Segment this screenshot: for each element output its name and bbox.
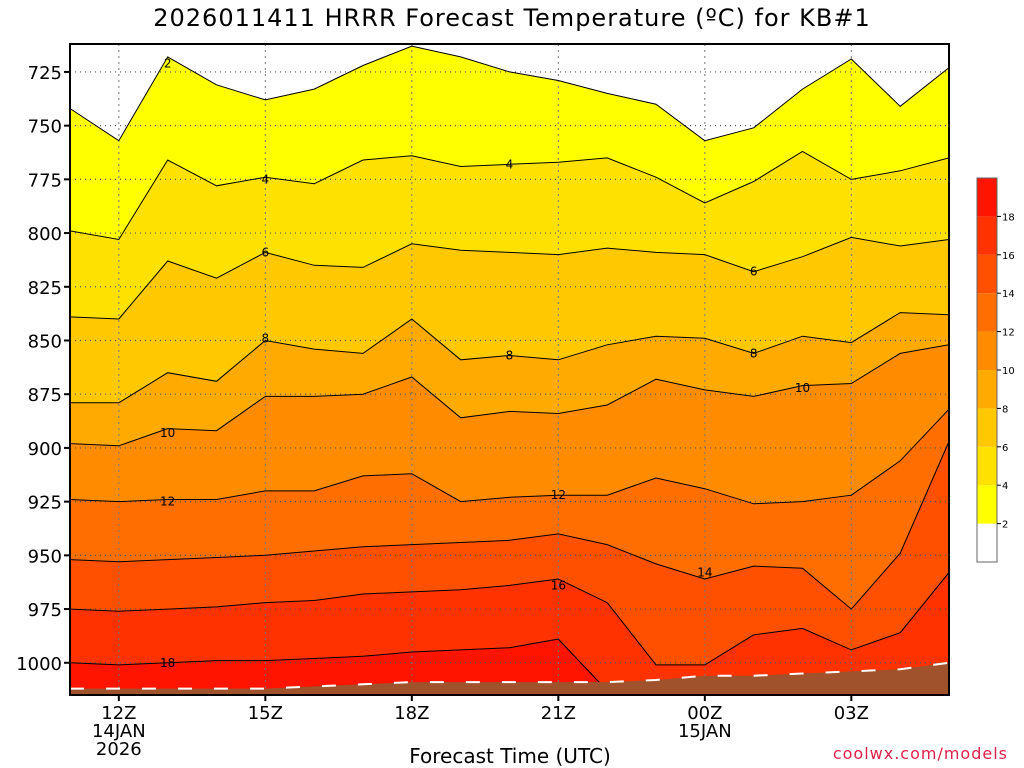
y-tick-label-800: 800 xyxy=(28,224,62,245)
contour-label-6-3: 6 xyxy=(262,245,270,259)
colorbar: 2 4 6 8 10 12 14 16 18 xyxy=(976,177,1015,563)
x-tick-label-18Z: 18Z xyxy=(394,703,429,724)
contour-label-8-5: 8 xyxy=(262,331,270,345)
colorbar-swatch-3 xyxy=(977,408,997,447)
x-tick-sub-00Z-0: 15JAN xyxy=(678,721,732,742)
contour-labels: 2 4 4 6 6 8 8 8 10 10 12 12 14 16 18 xyxy=(160,56,810,669)
y-tick-label-850: 850 xyxy=(28,331,62,352)
y-axis: 725 750 775 800 825 850 875 900 925 950 975 1000 xyxy=(16,63,70,675)
contour-line-4 xyxy=(69,150,950,241)
colorbar-tick-label-10: 10 xyxy=(1002,366,1015,377)
contour-label-8-7: 8 xyxy=(750,346,758,360)
contour-line-14 xyxy=(69,441,950,610)
colorbar-swatch-4 xyxy=(977,370,997,409)
ground-layer xyxy=(70,661,950,695)
colorbar-tick-label-2: 2 xyxy=(1002,520,1008,531)
y-tick-label-725: 725 xyxy=(28,63,62,84)
y-tick-label-900: 900 xyxy=(28,439,62,460)
y-tick-label-875: 875 xyxy=(28,385,62,406)
y-tick-label-775: 775 xyxy=(28,170,62,191)
y-tick-label-1000: 1000 xyxy=(16,654,62,675)
grid-lines xyxy=(70,44,949,695)
y-tick-label-950: 950 xyxy=(28,546,62,567)
y-tick-label-825: 825 xyxy=(28,278,62,299)
colorbar-swatch-8 xyxy=(977,216,997,255)
contour-label-2-0: 2 xyxy=(164,56,172,70)
colorbar-tick-label-14: 14 xyxy=(1002,289,1015,300)
y-tick-label-750: 750 xyxy=(28,117,62,138)
contour-label-8-6: 8 xyxy=(506,349,514,363)
x-tick-sub-12Z-0: 14JAN xyxy=(92,721,146,742)
surface-line xyxy=(70,661,950,690)
x-tick-label-00Z: 00Z xyxy=(687,703,722,724)
colorbar-swatch-9 xyxy=(977,178,997,217)
contour-label-10-9: 10 xyxy=(795,381,810,395)
x-tick-label-15Z: 15Z xyxy=(248,703,283,724)
colorbar-tick-label-16: 16 xyxy=(1002,251,1015,262)
contour-line-2 xyxy=(69,45,950,142)
y-tick-label-925: 925 xyxy=(28,493,62,514)
contour-label-10-8: 10 xyxy=(160,426,175,440)
contour-label-14-12: 14 xyxy=(697,566,712,580)
colorbar-tick-label-12: 12 xyxy=(1002,328,1015,339)
temperature-fills xyxy=(70,44,949,696)
plot-frame xyxy=(69,43,950,696)
contour-label-4-2: 4 xyxy=(506,157,514,171)
contour-label-16-13: 16 xyxy=(551,578,566,592)
contour-label-12-11: 12 xyxy=(551,488,566,502)
contour-lines xyxy=(69,45,950,692)
colorbar-swatch-0 xyxy=(977,523,997,562)
band-above-18 xyxy=(70,639,949,695)
contour-line-8 xyxy=(70,312,950,404)
contour-label-6-4: 6 xyxy=(750,265,758,279)
contour-line-10 xyxy=(69,344,950,447)
contour-label-18-14: 18 xyxy=(160,656,175,670)
x-tick-label-03Z: 03Z xyxy=(834,703,869,724)
ground-fill xyxy=(70,662,949,695)
colorbar-swatch-1 xyxy=(977,485,997,524)
colorbar-tick-label-6: 6 xyxy=(1002,443,1008,454)
colorbar-tick-label-4: 4 xyxy=(1002,481,1008,492)
colorbar-tick-label-18: 18 xyxy=(1002,212,1015,223)
x-tick-label-12Z: 12Z xyxy=(101,703,136,724)
x-tick-label-21Z: 21Z xyxy=(541,703,576,724)
y-tick-label-975: 975 xyxy=(28,600,62,621)
contour-label-4-1: 4 xyxy=(262,172,270,186)
colorbar-tick-label-8: 8 xyxy=(1002,404,1008,415)
colorbar-swatch-2 xyxy=(977,446,997,486)
x-tick-sub-12Z-1: 2026 xyxy=(96,739,142,760)
contour-line-6 xyxy=(69,236,950,320)
contour-line-12 xyxy=(69,408,950,505)
colorbar-swatch-7 xyxy=(977,254,997,294)
contour-line-16 xyxy=(69,572,950,666)
site-credit[interactable]: coolwx.com/models xyxy=(832,744,1008,763)
chart-title: 2026011411 HRRR Forecast Temperature (ºC… xyxy=(153,4,871,32)
colorbar-swatch-5 xyxy=(977,331,997,370)
x-axis-label: Forecast Time (UTC) xyxy=(409,744,611,768)
colorbar-swatch-6 xyxy=(977,293,997,332)
contour-label-12-10: 12 xyxy=(160,495,175,509)
